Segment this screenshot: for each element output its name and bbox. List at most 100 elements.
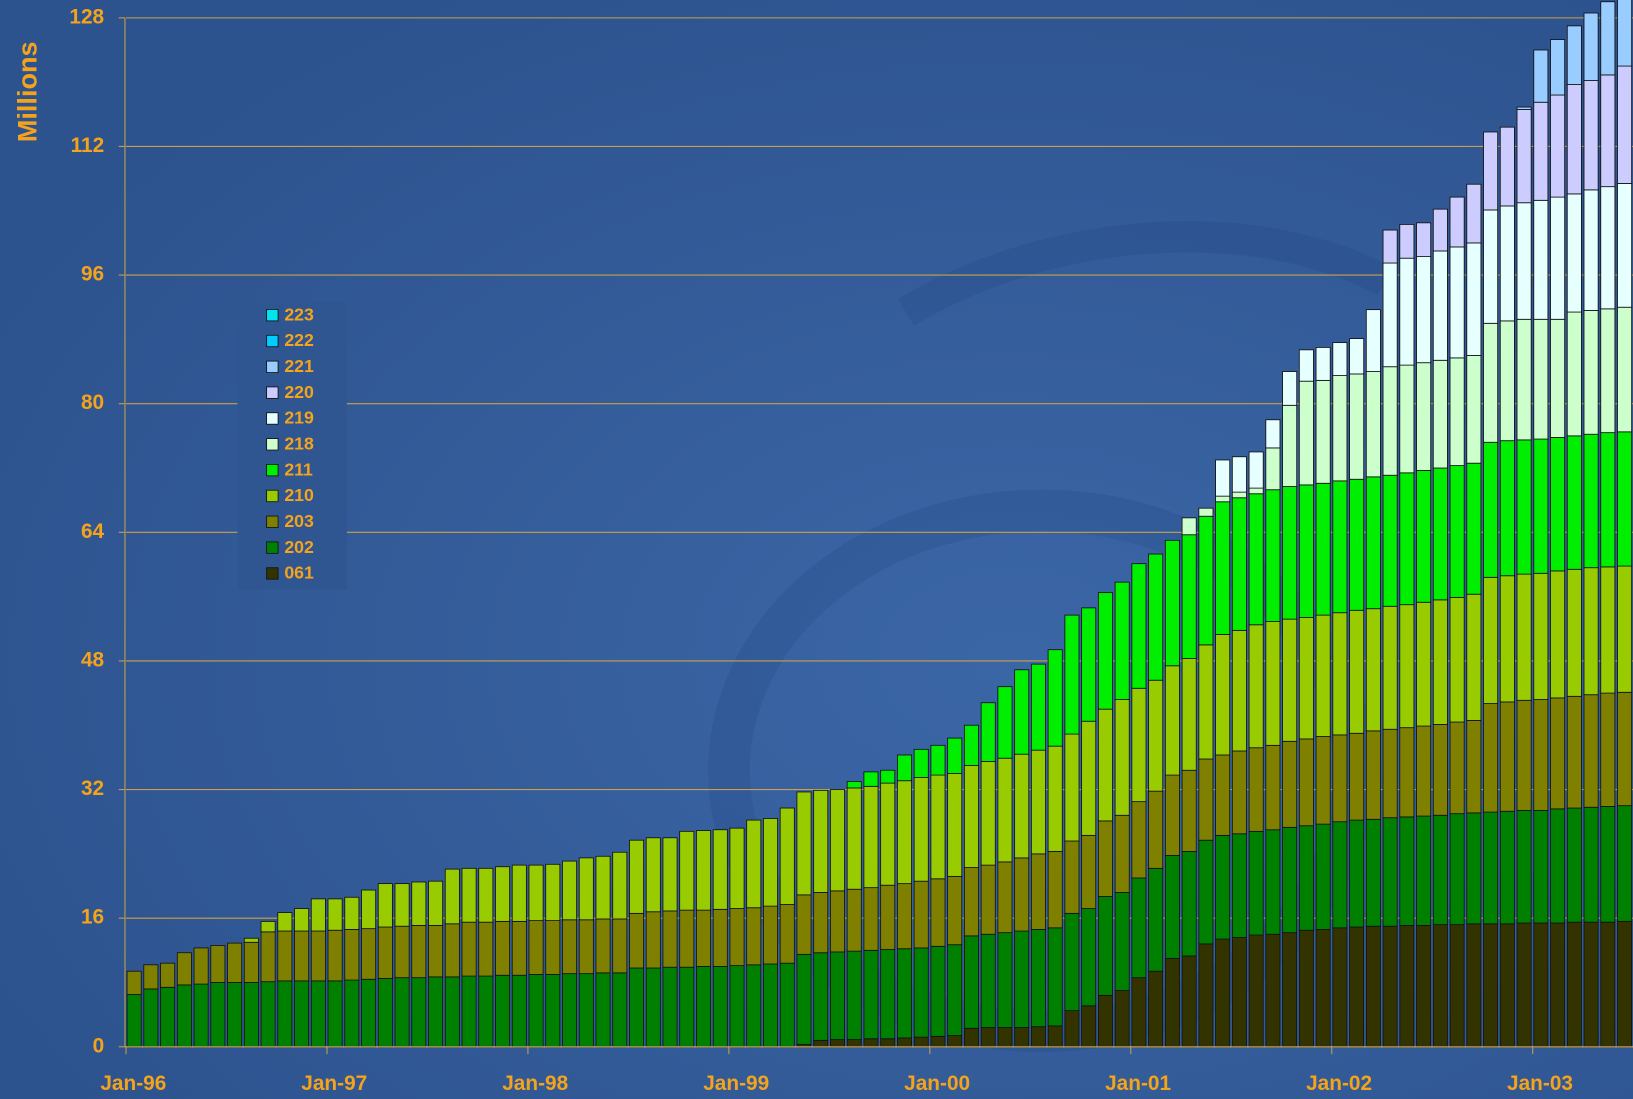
bar-segment bbox=[779, 962, 795, 1048]
bar-segment bbox=[1432, 467, 1448, 601]
bar-segment bbox=[1432, 599, 1448, 725]
bar-segment bbox=[1097, 708, 1113, 822]
bar-segment bbox=[813, 952, 829, 1041]
bar-segment bbox=[260, 931, 276, 983]
bar-segment bbox=[1014, 1027, 1030, 1048]
bar-segment bbox=[1131, 687, 1147, 803]
bar-segment bbox=[1349, 373, 1365, 480]
bar-segment bbox=[1466, 355, 1482, 464]
bar-segment bbox=[629, 967, 645, 1048]
bar-segment bbox=[1583, 921, 1599, 1048]
bar-segment bbox=[428, 924, 444, 978]
bar-segment bbox=[210, 982, 226, 1048]
bar-segment bbox=[1600, 74, 1616, 188]
bar-segment bbox=[1181, 851, 1197, 957]
bar-segment bbox=[1583, 433, 1599, 569]
bar-segment bbox=[913, 880, 929, 949]
bar-segment bbox=[1533, 101, 1549, 201]
legend-box bbox=[237, 302, 347, 590]
bar-segment bbox=[1516, 109, 1532, 204]
bar-segment bbox=[1265, 419, 1281, 449]
bar-segment bbox=[980, 933, 996, 1028]
bar-segment bbox=[277, 980, 293, 1048]
bar-segment bbox=[1449, 246, 1465, 359]
bar-segment bbox=[1131, 877, 1147, 979]
bar-segment bbox=[1047, 851, 1063, 929]
legend-swatch bbox=[266, 386, 279, 399]
bar-segment bbox=[1499, 810, 1515, 925]
bar-segment bbox=[645, 967, 661, 1048]
bar-segment bbox=[1248, 493, 1264, 626]
bar-segment bbox=[1315, 347, 1331, 381]
bar-segment bbox=[896, 948, 912, 1039]
bar-segment bbox=[1265, 621, 1281, 746]
bar-segment bbox=[1566, 568, 1582, 697]
bar-segment bbox=[1416, 815, 1432, 926]
bar-segment bbox=[1014, 930, 1030, 1028]
bar-segment bbox=[1030, 1026, 1046, 1048]
bar-segment bbox=[444, 868, 460, 925]
bar-segment bbox=[930, 774, 946, 880]
bar-segment bbox=[1231, 456, 1247, 493]
bar-segment bbox=[896, 754, 912, 782]
bar-segment bbox=[612, 918, 628, 974]
bar-segment bbox=[712, 965, 728, 1048]
bar-segment bbox=[947, 1035, 963, 1048]
bar-segment bbox=[1566, 695, 1582, 809]
legend-label: 203 bbox=[284, 511, 314, 531]
bar-segment bbox=[1483, 209, 1499, 324]
bar-segment bbox=[1148, 867, 1164, 972]
bar-segment bbox=[1466, 812, 1482, 925]
bar-segment bbox=[1466, 720, 1482, 814]
bar-segment bbox=[1282, 740, 1298, 828]
bar-segment bbox=[1566, 311, 1582, 437]
bar-segment bbox=[880, 769, 896, 784]
bar-segment bbox=[377, 926, 393, 979]
bar-segment bbox=[1248, 624, 1264, 749]
bar-segment bbox=[310, 930, 326, 982]
bar-segment bbox=[1282, 932, 1298, 1048]
bar-segment bbox=[1248, 747, 1264, 832]
bar-segment bbox=[947, 875, 963, 946]
bar-segment bbox=[1047, 927, 1063, 1027]
bar-segment bbox=[1449, 196, 1465, 248]
bar-segment bbox=[294, 980, 310, 1048]
bar-segment bbox=[1282, 618, 1298, 742]
bar-segment bbox=[1164, 774, 1180, 856]
bar-segment bbox=[495, 920, 511, 976]
bar-segment bbox=[545, 863, 561, 922]
bar-segment bbox=[796, 791, 812, 896]
bar-segment bbox=[1499, 320, 1515, 442]
bar-segment bbox=[1483, 923, 1499, 1048]
bar-segment bbox=[779, 904, 795, 964]
bar-segment bbox=[696, 909, 712, 967]
bar-segment bbox=[528, 974, 544, 1048]
bar-segment bbox=[896, 1037, 912, 1048]
bar-segment bbox=[495, 866, 511, 922]
bar-segment bbox=[1030, 749, 1046, 855]
bar-segment bbox=[1248, 487, 1264, 495]
bar-segment bbox=[1516, 202, 1532, 320]
bar-segment bbox=[1499, 205, 1515, 322]
bar-segment bbox=[1030, 929, 1046, 1028]
bar-segment bbox=[913, 777, 929, 882]
bar-segment bbox=[411, 977, 427, 1048]
bar-segment bbox=[1566, 435, 1582, 570]
bar-segment bbox=[1064, 912, 1080, 1012]
bar-segment bbox=[1583, 806, 1599, 923]
bar-segment bbox=[612, 972, 628, 1048]
bar-segment bbox=[243, 982, 259, 1048]
bar-segment bbox=[277, 912, 293, 932]
bar-segment bbox=[1533, 49, 1549, 103]
bar-segment bbox=[193, 947, 209, 985]
bar-segment bbox=[1483, 576, 1499, 704]
bar-segment bbox=[344, 896, 360, 930]
bar-segment bbox=[997, 1027, 1013, 1048]
bar-segment bbox=[1215, 754, 1231, 836]
bar-segment bbox=[1449, 357, 1465, 467]
bar-segment bbox=[1600, 806, 1616, 923]
bar-segment bbox=[997, 861, 1013, 934]
bar-segment bbox=[629, 912, 645, 969]
bar-segment bbox=[1566, 84, 1582, 195]
y-tick-label: 64 bbox=[81, 520, 105, 543]
